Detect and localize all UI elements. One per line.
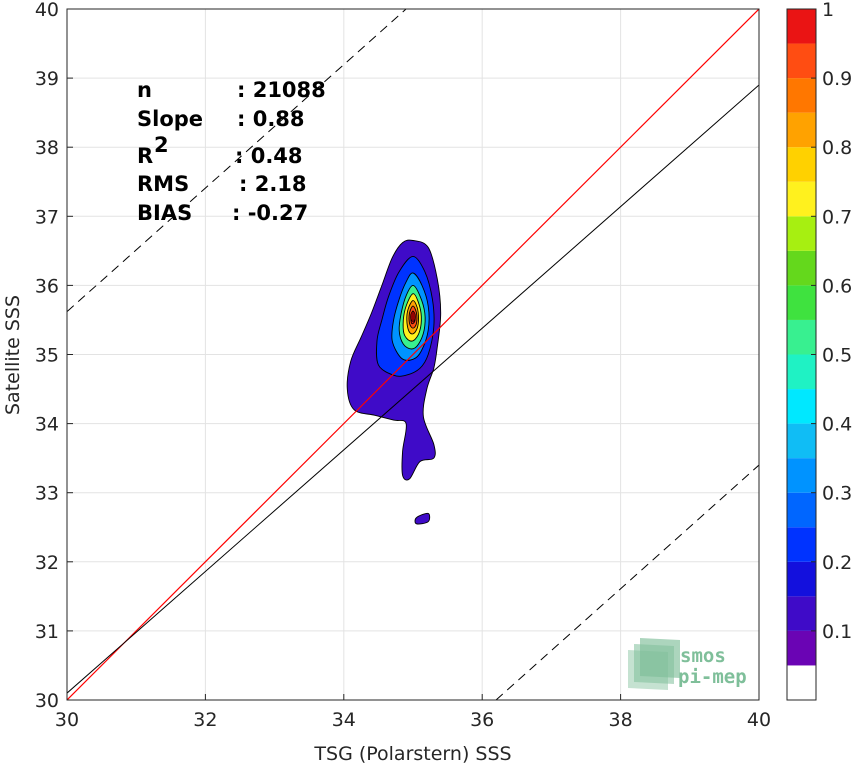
- stat-label: RMS: [137, 172, 189, 196]
- y-tick-label: 40: [35, 0, 59, 21]
- colorbar-tick-label: 1: [822, 0, 834, 21]
- stat-value: : 21088: [237, 78, 326, 102]
- upper-bound-dashed-line: [67, 9, 407, 313]
- y-tick-labels: 30 31 32 33 34 35 36 37 38 39 40: [35, 0, 59, 712]
- x-tick-label: 36: [470, 709, 494, 731]
- x-tick-labels: 30 32 34 36 38 40: [55, 709, 771, 731]
- x-tick-label: 30: [55, 709, 79, 731]
- y-axis-label: Satellite SSS: [2, 295, 24, 415]
- colorbar-swatch: [787, 630, 816, 666]
- lower-bound-dashed-line: [495, 464, 759, 700]
- stat-label: n: [137, 78, 152, 102]
- logo-text-line1: smos: [680, 645, 726, 667]
- colorbar-tick-label: 0.3: [822, 483, 852, 505]
- density-peak: [410, 311, 416, 322]
- colorbar-swatch: [787, 319, 816, 355]
- x-tick-label: 40: [747, 709, 771, 731]
- y-tick-label: 33: [35, 483, 59, 505]
- colorbar: 0.1 0.2 0.3 0.4 0.5 0.6 0.7 0.8 0.9 1: [786, 0, 852, 701]
- colorbar-swatch: [787, 216, 816, 251]
- colorbar-swatch: [787, 78, 816, 113]
- colorbar-tick-label: 0.4: [822, 414, 852, 436]
- y-tick-label: 34: [35, 414, 59, 436]
- colorbar-tick-label: 0.9: [822, 68, 852, 90]
- colorbar-swatch: [787, 596, 816, 631]
- stat-value: : -0.27: [232, 201, 308, 225]
- stat-value: : 2.18: [239, 172, 307, 196]
- colorbar-swatch: [787, 665, 816, 700]
- colorbar-tick-label: 0.1: [822, 621, 852, 643]
- stat-superscript: 2: [154, 133, 169, 157]
- y-tick-label: 37: [35, 206, 59, 228]
- y-tick-label: 36: [35, 275, 59, 297]
- colorbar-tick-label: 0.2: [822, 552, 852, 574]
- one-to-one-line: [67, 9, 759, 700]
- y-tick-label: 38: [35, 137, 59, 159]
- x-tick-label: 34: [332, 709, 356, 731]
- colorbar-swatch: [787, 285, 816, 320]
- stat-value: : 0.48: [235, 144, 303, 168]
- stat-label: BIAS: [137, 201, 192, 225]
- colorbar-swatch: [787, 389, 816, 424]
- statistics-block: n : 21088 Slope : 0.88 R 2 : 0.48 RMS : 2.18 BIAS…: [137, 78, 326, 225]
- stat-label: R: [137, 144, 153, 168]
- colorbar-swatch: [787, 43, 816, 79]
- colorbar-tick-label: 0.8: [822, 137, 852, 159]
- colorbar-swatch: [787, 147, 816, 182]
- y-tick-label: 31: [35, 621, 59, 643]
- logo-text-line2: pi-mep: [678, 666, 747, 688]
- colorbar-swatch: [787, 527, 816, 562]
- colorbar-tick-label: 0.7: [822, 206, 852, 228]
- colorbar-swatch: [787, 250, 816, 286]
- colorbar-tick-label: 0.6: [822, 275, 852, 297]
- colorbar-tick-label: 0.5: [822, 345, 852, 367]
- density-contours: [346, 239, 442, 525]
- logo-shape: [640, 638, 680, 678]
- x-axis-label: TSG (Polarstern) SSS: [313, 743, 511, 765]
- y-tick-label: 35: [35, 345, 59, 367]
- colorbar-swatch: [787, 9, 816, 44]
- colorbar-swatch: [787, 492, 816, 528]
- y-tick-label: 30: [35, 690, 59, 712]
- x-tick-label: 38: [609, 709, 633, 731]
- y-tick-label: 32: [35, 552, 59, 574]
- x-tick-label: 32: [193, 709, 217, 731]
- y-tick-label: 39: [35, 68, 59, 90]
- regression-line: [67, 84, 759, 694]
- colorbar-swatch: [787, 561, 816, 597]
- density-patch: [414, 512, 431, 525]
- reference-lines: [67, 9, 759, 700]
- plot-frame: [66, 8, 760, 701]
- colorbar-swatch: [787, 423, 816, 459]
- colorbar-swatch: [787, 458, 816, 493]
- stat-label: Slope: [137, 107, 203, 131]
- colorbar-swatch: [787, 354, 816, 390]
- colorbar-swatch: [787, 181, 816, 217]
- stat-value: : 0.88: [237, 107, 305, 131]
- colorbar-swatch: [787, 112, 816, 148]
